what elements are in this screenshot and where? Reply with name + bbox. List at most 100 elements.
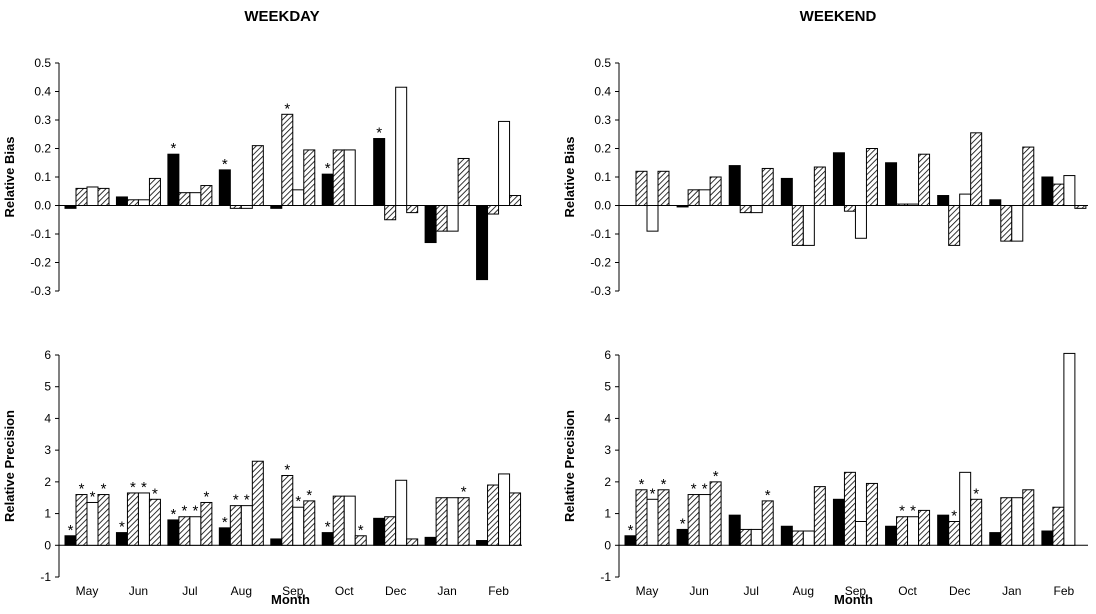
bar-weekday-bias-s2-jan bbox=[435, 205, 448, 232]
bar-weekday-precision-s3-feb bbox=[498, 473, 511, 546]
bar-weekend-bias-s4-dec bbox=[970, 132, 983, 206]
significance-star: * bbox=[233, 492, 239, 509]
bar-weekend-precision-s2-may bbox=[635, 489, 648, 546]
y-tick-label: -0.1 bbox=[30, 227, 51, 241]
bar-weekday-bias-s1-sep bbox=[270, 205, 283, 209]
significance-star: * bbox=[376, 125, 382, 142]
bar-weekend-precision-s4-aug bbox=[813, 486, 826, 546]
significance-star: * bbox=[284, 462, 290, 479]
bar-weekend-precision-s2-jan bbox=[1000, 497, 1013, 546]
bar-weekday-precision-s2-sep bbox=[281, 475, 294, 546]
y-tick-label: 4 bbox=[604, 411, 611, 425]
bar-weekend-precision-s4-jan bbox=[1022, 489, 1035, 546]
bar-weekend-precision-s3-oct bbox=[907, 516, 920, 546]
significance-star: * bbox=[181, 503, 187, 520]
x-tick-label: Oct bbox=[898, 584, 917, 598]
bar-weekday-precision-s2-aug bbox=[229, 505, 242, 546]
y-tick-label: 0.1 bbox=[34, 170, 51, 184]
bar-weekend-bias-s3-may bbox=[646, 205, 659, 232]
bar-weekend-precision-s4-dec bbox=[970, 498, 983, 546]
y-tick-label: 0.5 bbox=[594, 56, 611, 70]
bar-weekend-bias-s1-oct bbox=[885, 162, 898, 206]
bar-weekday-precision-s1-dec bbox=[373, 517, 386, 546]
bar-weekday-bias-s1-aug bbox=[218, 169, 231, 206]
significance-star: * bbox=[691, 481, 697, 498]
bar-weekend-precision-s2-oct bbox=[896, 516, 909, 546]
bar-weekday-precision-s1-sep bbox=[270, 538, 283, 546]
bar-weekday-bias-s3-oct bbox=[343, 149, 356, 207]
bar-weekend-precision-s1-feb bbox=[1041, 530, 1054, 546]
bar-weekday-bias-s2-sep bbox=[281, 113, 294, 206]
bar-weekday-precision-s4-aug bbox=[251, 460, 264, 546]
bar-weekday-bias-s1-jul bbox=[167, 153, 180, 206]
bar-weekend-bias-s1-jul bbox=[728, 165, 741, 207]
bar-weekend-precision-s4-jul bbox=[761, 500, 774, 546]
bar-weekend-precision-s1-dec bbox=[937, 514, 950, 546]
y-tick-label: 6 bbox=[44, 348, 51, 362]
bar-weekend-bias-s2-sep bbox=[843, 205, 856, 212]
bar-weekend-precision-s2-jul bbox=[739, 528, 752, 546]
weekday-title: WEEKDAY bbox=[244, 8, 320, 25]
bar-weekday-precision-s3-jul bbox=[189, 516, 202, 546]
bar-weekday-bias-s4-jan bbox=[457, 157, 470, 207]
x-tick-label: Dec bbox=[949, 584, 970, 598]
bar-weekend-precision-s3-feb bbox=[1063, 352, 1076, 546]
bar-weekday-bias-s4-aug bbox=[251, 145, 264, 206]
x-tick-label: Aug bbox=[793, 584, 814, 598]
y-tick-label: 3 bbox=[604, 443, 611, 457]
bar-weekend-bias-s4-oct bbox=[918, 153, 931, 206]
weekend-precision-panel: 6 5 4 3 2 1 0 -1 Relative Precision * * * * * * * * * * * * *… bbox=[562, 348, 1088, 607]
bar-weekend-precision-s4-may bbox=[657, 489, 670, 546]
x-tick-label: May bbox=[76, 584, 99, 598]
bar-weekend-bias-s2-jul bbox=[739, 205, 752, 214]
significance-star: * bbox=[899, 503, 905, 520]
bar-weekday-precision-s3-aug bbox=[240, 505, 253, 546]
bar-weekday-precision-s4-jul bbox=[200, 501, 213, 546]
bar-weekday-bias-s3-feb bbox=[498, 120, 511, 206]
y-tick-label: 0 bbox=[44, 538, 51, 552]
bar-weekend-precision-s1-jul bbox=[728, 514, 741, 546]
bar-weekend-bias-s2-aug bbox=[791, 205, 804, 246]
bar-weekday-bias-s4-may bbox=[97, 187, 110, 206]
bar-weekday-precision-s1-feb bbox=[476, 540, 489, 546]
y-tick-label: -0.3 bbox=[30, 284, 51, 298]
bar-weekday-precision-s3-may bbox=[86, 501, 99, 546]
x-tick-label: Jun bbox=[689, 584, 708, 598]
bar-weekend-bias-s3-aug bbox=[802, 205, 815, 246]
y-tick-label: -0.3 bbox=[590, 284, 611, 298]
bar-weekday-precision-s4-jan bbox=[457, 497, 470, 546]
y-tick-label: -1 bbox=[40, 570, 51, 584]
x-tick-label: Jan bbox=[437, 584, 456, 598]
y-tick-label: -0.2 bbox=[590, 256, 611, 270]
bar-weekend-precision-s3-jan bbox=[1011, 497, 1024, 546]
bar-weekend-bias-s1-sep bbox=[832, 152, 845, 206]
bar-weekend-precision-s1-sep bbox=[832, 498, 845, 546]
bar-weekday-precision-s4-may bbox=[97, 494, 110, 546]
y-tick-label: 5 bbox=[44, 380, 51, 394]
y-axis-label: Relative Bias bbox=[562, 137, 577, 218]
significance-star: * bbox=[702, 481, 708, 498]
bar-weekend-bias-s1-dec bbox=[937, 195, 950, 206]
significance-star: * bbox=[119, 519, 125, 536]
bar-weekday-precision-s3-jan bbox=[446, 497, 459, 546]
y-tick-label: 0.0 bbox=[34, 199, 51, 213]
bar-weekday-bias-s4-jul bbox=[200, 185, 213, 207]
bar-weekday-precision-s4-oct bbox=[354, 535, 367, 546]
significance-star: * bbox=[306, 487, 312, 504]
bar-weekday-bias-s2-oct bbox=[332, 149, 345, 207]
y-tick-label: -1 bbox=[600, 570, 611, 584]
bar-weekday-precision-s2-jan bbox=[435, 497, 448, 546]
x-tick-label: Jun bbox=[129, 584, 148, 598]
x-tick-label: Feb bbox=[488, 584, 509, 598]
significance-star: * bbox=[141, 479, 147, 496]
significance-star: * bbox=[461, 484, 467, 501]
significance-star: * bbox=[765, 487, 771, 504]
significance-star: * bbox=[661, 476, 667, 493]
bar-weekday-precision-s4-sep bbox=[303, 500, 316, 546]
bar-weekday-precision-s4-feb bbox=[509, 492, 522, 546]
bar-weekend-bias-s3-dec bbox=[959, 193, 972, 207]
bar-weekend-bias-s1-jun bbox=[676, 205, 689, 208]
bar-weekday-bias-s3-sep bbox=[292, 189, 305, 206]
